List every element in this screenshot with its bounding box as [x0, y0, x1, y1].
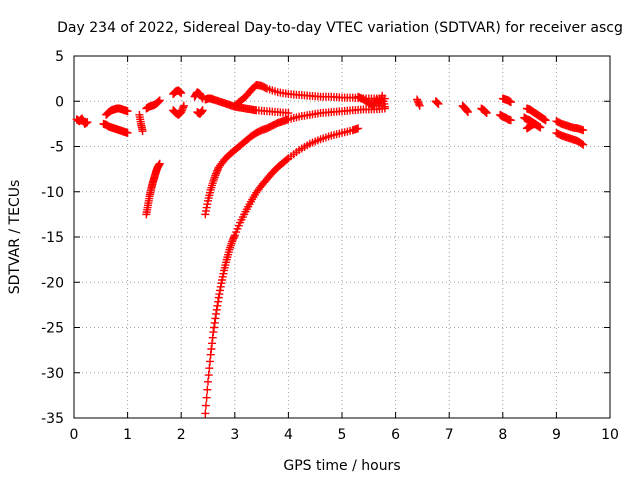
series-arc-n	[354, 91, 389, 111]
data-point-marker	[155, 159, 164, 168]
data-point-marker	[83, 118, 92, 127]
data-point-marker	[205, 364, 214, 373]
y-tick-label: -30	[41, 366, 64, 382]
x-tick-label: 4	[284, 427, 293, 443]
series-arc-l	[201, 104, 389, 219]
data-point-marker	[123, 128, 132, 137]
data-point-marker	[506, 98, 515, 107]
data-point-marker	[536, 123, 545, 132]
y-tick-label: -5	[50, 140, 64, 156]
series-arc-r	[458, 101, 472, 117]
series-arc-q	[431, 97, 443, 108]
x-tick-label: 9	[552, 427, 561, 443]
series-arc-z	[552, 128, 588, 149]
data-point-marker	[123, 107, 132, 116]
data-point-marker	[482, 109, 491, 118]
data-point-marker	[530, 119, 539, 128]
y-tick-label: -15	[41, 230, 64, 246]
axis-ticks	[73, 55, 611, 419]
series-arc-v	[522, 104, 550, 125]
y-tick-label: -10	[41, 185, 64, 201]
x-tick-label: 6	[391, 427, 400, 443]
data-point-marker	[579, 140, 588, 149]
data-point-marker	[354, 124, 363, 133]
data-point-marker	[138, 127, 147, 136]
y-tick-label: -25	[41, 321, 64, 337]
data-point-marker	[579, 126, 588, 135]
data-points	[72, 80, 588, 418]
data-point-marker	[506, 116, 515, 125]
x-tick-label: 0	[70, 427, 79, 443]
x-tick-label: 1	[123, 427, 132, 443]
data-point-marker	[283, 155, 292, 164]
y-tick-label: 0	[55, 94, 64, 110]
data-point-marker	[463, 108, 472, 117]
data-point-marker	[203, 385, 212, 394]
data-point-marker	[177, 89, 186, 98]
x-tick-labels: 0 1 2 3 4 5 6 7 8 9 10	[70, 427, 619, 443]
data-point-marker	[201, 401, 210, 410]
series-arc-g	[169, 86, 186, 99]
data-point-marker	[204, 377, 212, 386]
data-point-marker	[541, 116, 550, 125]
x-tick-label: 2	[177, 427, 186, 443]
y-tick-label: -35	[41, 411, 64, 427]
series-arc-y	[552, 117, 588, 135]
x-tick-label: 10	[601, 427, 619, 443]
series-arc-e	[142, 96, 164, 113]
data-point-marker	[206, 357, 215, 366]
series-arc-x	[522, 119, 539, 133]
data-point-marker	[179, 101, 188, 110]
series-arc-h	[169, 101, 188, 119]
data-point-marker	[204, 371, 213, 380]
series-arc-t	[498, 94, 515, 107]
y-tick-label: 5	[55, 49, 64, 65]
data-point-marker	[415, 101, 424, 110]
data-point-marker	[202, 393, 211, 402]
series-arc-c	[102, 104, 132, 119]
series-arc-p	[413, 95, 424, 110]
x-tick-label: 3	[230, 427, 239, 443]
y-tick-labels: 5 0 -5 -10 -15 -20 -25 -30 -35	[41, 49, 64, 427]
series-arc-d	[135, 110, 147, 136]
series-arc-o	[201, 124, 363, 418]
chart-title: Day 234 of 2022, Sidereal Day-to-day VTE…	[57, 20, 623, 36]
data-point-marker	[201, 409, 210, 418]
series-arc-u	[496, 110, 515, 125]
x-tick-label: 8	[498, 427, 507, 443]
series-arc-j	[193, 106, 207, 118]
data-point-marker	[155, 96, 164, 105]
y-tick-label: -20	[41, 275, 64, 291]
data-point-marker	[577, 139, 586, 148]
series-arc-b	[99, 119, 132, 137]
series-arc-s	[477, 104, 491, 118]
x-axis-label: GPS time / hours	[283, 458, 400, 474]
data-point-marker	[198, 106, 207, 115]
data-point-marker	[380, 102, 389, 111]
series-arc-f	[142, 159, 164, 219]
x-tick-label: 7	[445, 427, 454, 443]
data-point-marker	[434, 99, 443, 108]
x-tick-label: 5	[338, 427, 347, 443]
y-axis-label: SDTVAR / TECUs	[7, 180, 23, 295]
series-arc-a	[72, 114, 92, 128]
